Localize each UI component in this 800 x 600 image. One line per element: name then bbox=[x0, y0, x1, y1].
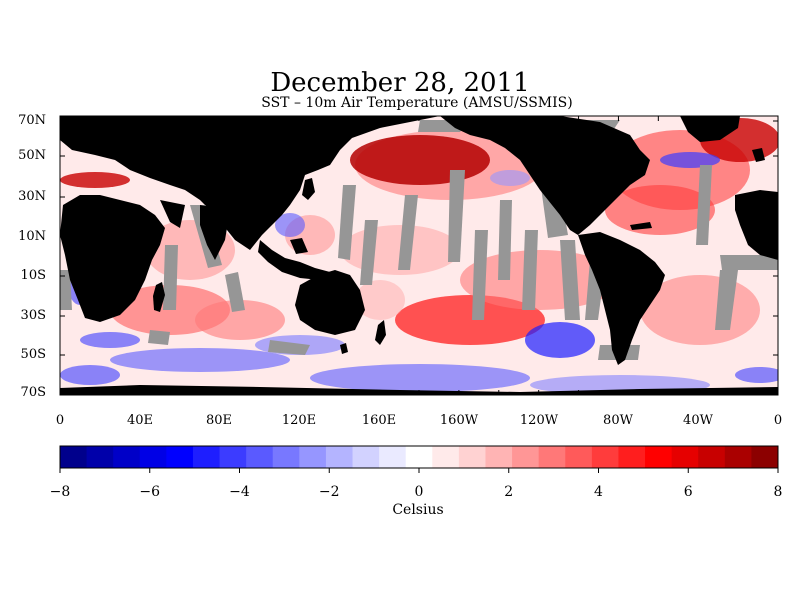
colorbar-swatch bbox=[352, 446, 380, 468]
longitude-label: 40E bbox=[126, 413, 154, 428]
colorbar-swatch bbox=[379, 446, 407, 468]
colorbar-swatch bbox=[219, 446, 247, 468]
latitude-label: 10S bbox=[20, 268, 46, 283]
longitude-label: 120E bbox=[281, 413, 317, 428]
longitude-label: 0 bbox=[773, 413, 783, 428]
land-masses bbox=[60, 116, 778, 395]
colorbar-tick-label: 0 bbox=[414, 484, 424, 500]
map-subtitle: SST – 10m Air Temperature (AMSU/SSMIS) bbox=[261, 95, 573, 111]
latitude-label: 10N bbox=[18, 229, 46, 244]
colorbar-tick-label: −2 bbox=[318, 484, 340, 500]
colorbar-swatch bbox=[724, 446, 752, 468]
colorbar-swatch bbox=[139, 446, 167, 468]
colorbar-swatch bbox=[751, 446, 779, 468]
colorbar-swatch bbox=[272, 446, 300, 468]
longitude-label: 40W bbox=[683, 413, 713, 428]
longitude-label: 80W bbox=[603, 413, 633, 428]
colorbar-swatch bbox=[113, 446, 141, 468]
colorbar-tick-label: −6 bbox=[139, 484, 161, 500]
colorbar-tick-label: 6 bbox=[683, 484, 693, 500]
latitude-label: 30S bbox=[20, 308, 46, 323]
latitude-label: 30N bbox=[18, 189, 46, 204]
colorbar-swatch bbox=[405, 446, 433, 468]
colorbar-swatch bbox=[698, 446, 726, 468]
colorbar-swatch bbox=[86, 446, 114, 468]
longitude-ticks bbox=[59, 116, 779, 395]
colorbar-tick-label: −8 bbox=[49, 484, 71, 500]
colorbar-swatch bbox=[166, 446, 194, 468]
colorbar-ticks bbox=[59, 468, 779, 473]
colorbar-swatch bbox=[246, 446, 274, 468]
colorbar-swatch bbox=[485, 446, 513, 468]
colorbar-swatch bbox=[538, 446, 566, 468]
latitude-label: 50N bbox=[18, 148, 46, 163]
longitude-label: 0 bbox=[55, 413, 65, 428]
colorbar-swatch bbox=[618, 446, 646, 468]
latitude-label: 70S bbox=[20, 385, 46, 400]
colorbar-tick-label: 4 bbox=[594, 484, 603, 500]
longitude-label: 160E bbox=[361, 413, 397, 428]
colorbar-swatch bbox=[671, 446, 699, 468]
latitude-label: 50S bbox=[20, 347, 46, 362]
colorbar-swatch bbox=[512, 446, 540, 468]
colorbar-swatch bbox=[458, 446, 486, 468]
colorbar-swatch bbox=[60, 446, 88, 468]
colorbar-swatch bbox=[591, 446, 619, 468]
longitude-label: 80E bbox=[205, 413, 233, 428]
latitude-label: 70N bbox=[18, 113, 46, 128]
colorbar-swatch bbox=[192, 446, 221, 468]
colorbar-tick-label: 8 bbox=[773, 484, 783, 500]
colorbar-swatch bbox=[645, 446, 673, 468]
longitude-label: 160W bbox=[439, 413, 479, 428]
colorbar-tick-label: −4 bbox=[229, 484, 250, 500]
colorbar bbox=[60, 446, 779, 468]
colorbar-unit-label: Celsius bbox=[392, 502, 444, 518]
colorbar-swatch bbox=[565, 446, 593, 468]
colorbar-tick-label: 2 bbox=[504, 484, 514, 500]
colorbar-swatch bbox=[325, 446, 354, 468]
colorbar-swatch bbox=[299, 446, 327, 468]
colorbar-swatch bbox=[432, 446, 460, 468]
map-title: December 28, 2011 bbox=[270, 68, 530, 98]
longitude-label: 120W bbox=[519, 413, 559, 428]
latitude-ticks bbox=[60, 120, 778, 394]
